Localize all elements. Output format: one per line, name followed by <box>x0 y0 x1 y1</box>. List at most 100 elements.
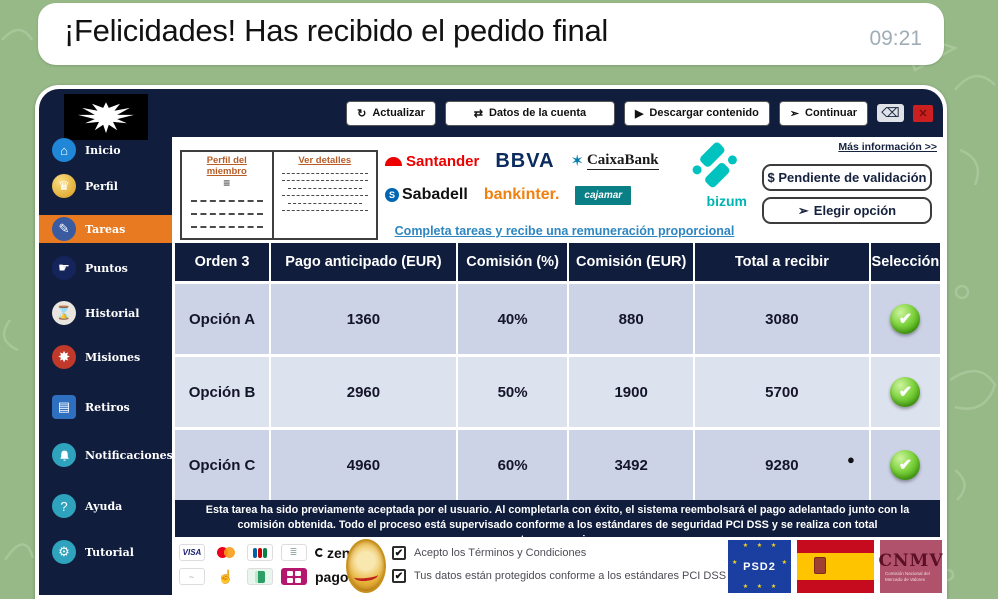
zen-label: zen <box>327 544 351 561</box>
select-option-c-check[interactable]: ✔ <box>890 450 921 480</box>
details-title-link[interactable]: Ver detalles <box>298 155 352 166</box>
mastercard-icon <box>213 544 239 561</box>
comision-pct-value: 60% <box>455 430 568 500</box>
sabadell-label: Sabadell <box>402 186 468 203</box>
toolbar: ↻ Actualizar ⇄ Datos de la cuenta ▶ Desc… <box>172 89 943 137</box>
choose-option-button[interactable]: ➢ Elegir opción <box>762 197 932 224</box>
psd2-label: PSD2 <box>743 560 776 573</box>
col-header-total: Total a recibir <box>692 243 869 281</box>
privacy-checkbox-row: ✔ Tus datos están protegidos conforme a … <box>392 569 726 583</box>
continue-button-label: Continuar <box>805 107 857 119</box>
close-icon[interactable]: ✕ <box>913 104 933 122</box>
gold-seal-icon <box>346 539 386 593</box>
sidebar-item-historial[interactable]: ⌛ Historial <box>39 297 172 329</box>
profile-title-link[interactable]: Perfil del miembro <box>206 155 247 177</box>
placeholder-line <box>281 172 368 174</box>
bottom-strip: VISA ≣ zen ~ ☝ pago24 ✔ Acepto los Térm <box>172 537 943 595</box>
pago-value: 1360 <box>269 284 456 354</box>
bank-row: Santander BBVA ✶ CaixaBank <box>385 147 743 175</box>
sidebar-item-inicio[interactable]: ⌂ Inicio <box>39 134 172 166</box>
privacy-checkbox[interactable]: ✔ <box>392 569 406 583</box>
hamburger-icon: ≡ <box>223 176 231 190</box>
santander-logo: Santander <box>385 153 479 170</box>
bizum-label: bizum <box>706 193 747 209</box>
sidebar-item-retiros[interactable]: ▤ Retiros <box>39 391 172 423</box>
eu-stars: ★ ★ ★ <box>742 543 777 549</box>
comision-eur-value: 3492 <box>567 430 692 500</box>
sidebar-item-label: Inicio <box>85 143 121 157</box>
member-profile-card: Perfil del miembro ≡ Ver detalles <box>180 150 378 240</box>
transfer-icon: ⇄ <box>473 107 483 120</box>
bell-icon <box>52 443 76 467</box>
option-name: Opción B <box>188 383 256 401</box>
sidebar-item-label: Historial <box>85 306 140 320</box>
disclaimer-text: Esta tarea ha sido previamente aceptada … <box>175 500 940 546</box>
backspace-icon[interactable]: ⌫ <box>877 104 904 122</box>
sidebar-item-puntos[interactable]: ☛ Puntos <box>39 252 172 284</box>
help-icon: ? <box>52 494 76 518</box>
refresh-button-label: Actualizar <box>372 107 425 119</box>
momo-icon <box>281 568 307 585</box>
withdrawals-icon: ▤ <box>52 395 76 419</box>
bizum-glyph-icon <box>689 137 748 196</box>
table-row-opcion-c: Opción C 4960 60% 3492 9280 ● ✔ <box>175 430 940 500</box>
terms-checkbox-row: ✔ Acepto los Términos y Condiciones <box>392 546 586 560</box>
sidebar-item-tareas[interactable]: ✎ Tareas <box>39 215 172 243</box>
sabadell-logo: S Sabadell <box>385 186 468 204</box>
santander-label: Santander <box>406 152 480 170</box>
eagle-logo <box>64 94 148 140</box>
cnmv-subtitle: Comisión Nacional del Mercado de Valores <box>885 570 930 582</box>
cajamar-logo: cajamar <box>575 185 632 205</box>
more-info-link[interactable]: Más información >> <box>838 141 937 153</box>
sidebar-item-ayuda[interactable]: ? Ayuda <box>39 490 172 522</box>
placeholder-line <box>281 180 368 181</box>
select-option-a-check[interactable]: ✔ <box>890 304 921 334</box>
refresh-button[interactable]: ↻ Actualizar <box>346 100 436 126</box>
cursor-dot: ● <box>846 452 855 467</box>
cnmv-label: CNMV <box>878 550 943 571</box>
points-icon: ☛ <box>52 256 76 280</box>
crown-icon: ♛ <box>52 174 76 198</box>
sepa-icon: ~ <box>179 568 205 585</box>
sidebar-item-notificaciones[interactable]: Notificaciones <box>39 439 173 471</box>
tasks-icon: ✎ <box>52 217 76 241</box>
unionpay-icon: ≣ <box>281 544 307 561</box>
jcb-icon <box>247 544 273 561</box>
sidebar-item-misiones[interactable]: ✸ Misiones <box>39 341 172 373</box>
sidebar-item-perfil[interactable]: ♛ Perfil <box>39 170 172 202</box>
col-header-comision-eur: Comisión (EUR) <box>567 243 692 281</box>
sidebar-item-tutorial[interactable]: ⚙ Tutorial <box>39 536 172 568</box>
sidebar-item-label: Misiones <box>85 350 141 364</box>
account-data-button[interactable]: ⇄ Datos de la cuenta <box>444 100 615 126</box>
bizum-logo: bizum <box>689 140 747 209</box>
sabadell-circle-icon: S <box>385 188 399 202</box>
message-text: ¡Felicidades! Has recibido el pedido fin… <box>64 13 608 48</box>
sidebar-item-label: Ayuda <box>85 499 123 513</box>
zen-circle-icon <box>315 548 324 557</box>
pago-value: 4960 <box>269 430 456 500</box>
download-button[interactable]: ▶ Descargar contenido <box>623 100 770 126</box>
bankinter-logo: bankinter. <box>483 186 560 203</box>
tagline-link[interactable]: Completa tareas y recibe una remuneració… <box>394 224 735 238</box>
arrow-icon: ➢ <box>789 107 800 120</box>
pago-label: pago <box>315 568 349 585</box>
sidebar-item-label: Notificaciones <box>85 448 173 462</box>
app-frame: ⌂ Inicio ♛ Perfil ✎ Tareas ☛ Puntos ⌛ Hi… <box>39 89 943 595</box>
terms-checkbox[interactable]: ✔ <box>392 546 406 560</box>
option-name: Opción C <box>188 456 256 474</box>
placeholder-line <box>191 226 263 228</box>
table-header: Orden 3 Pago anticipado (EUR) Comisión (… <box>175 243 940 281</box>
table-row-opcion-a: Opción A 1360 40% 880 3080 ✔ <box>175 284 940 354</box>
bbva-logo: BBVA <box>495 149 555 172</box>
history-icon: ⌛ <box>52 301 76 325</box>
gear-icon: ⚙ <box>52 540 76 564</box>
sidebar-item-label: Perfil <box>85 179 118 193</box>
visa-icon: VISA <box>179 544 205 561</box>
select-option-b-check[interactable]: ✔ <box>890 377 921 407</box>
pending-validation-button[interactable]: $ Pendiente de validación <box>762 164 932 191</box>
account-data-button-label: Datos de la cuenta <box>488 107 587 119</box>
continue-button[interactable]: ➢ Continuar <box>778 100 868 126</box>
attachment-image[interactable]: ⌂ Inicio ♛ Perfil ✎ Tareas ☛ Puntos ⌛ Hi… <box>35 85 947 599</box>
placeholder-line <box>191 200 263 202</box>
comision-eur-value: 1900 <box>567 357 692 427</box>
